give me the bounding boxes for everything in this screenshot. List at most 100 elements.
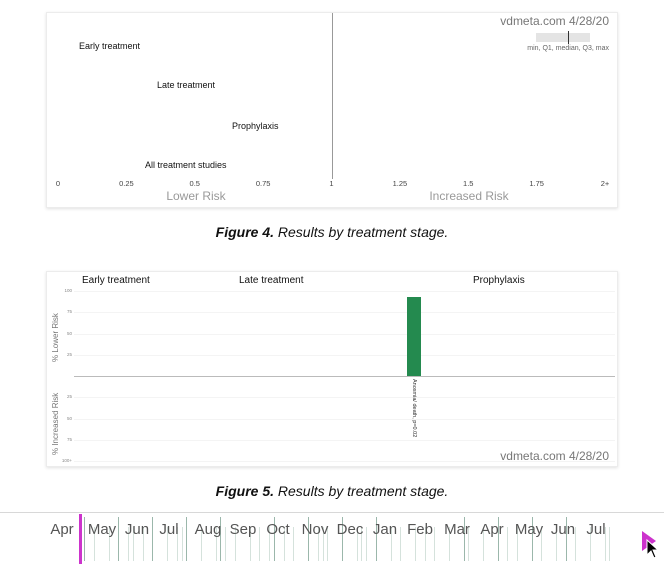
y-axis-label-lower: % Lower Risk bbox=[51, 313, 60, 362]
timeline-tick bbox=[483, 527, 484, 561]
x-tick-label: 2+ bbox=[600, 179, 610, 188]
month-label: May bbox=[87, 521, 117, 538]
gridline bbox=[74, 291, 615, 292]
timeline-tick bbox=[167, 527, 168, 561]
timeline-tick bbox=[468, 527, 469, 561]
timeline-tick bbox=[293, 527, 294, 561]
bar bbox=[407, 296, 421, 376]
timeline-tick bbox=[327, 527, 328, 561]
timeline-tick bbox=[152, 517, 153, 561]
stage-header-prophylaxis: Prophylaxis bbox=[473, 275, 525, 286]
figure-5-caption-text: Results by treatment stage. bbox=[274, 483, 449, 499]
timeline-tick bbox=[250, 527, 251, 561]
month-label: Jul bbox=[586, 521, 606, 538]
figure-4-caption-label: Figure 4. bbox=[215, 224, 275, 240]
timeline-tick bbox=[415, 527, 416, 561]
month-label: Sep bbox=[229, 521, 257, 538]
timeline-tick bbox=[342, 517, 343, 561]
y-tick-label: 25 bbox=[66, 394, 72, 400]
month-label: Oct bbox=[266, 521, 290, 538]
timeline-tick bbox=[575, 527, 576, 561]
month-label: Jun bbox=[124, 521, 150, 538]
timeline-tick bbox=[361, 527, 362, 561]
timeline-scrubber[interactable]: Apr May Jun Jul Aug Sep Oct Nov Dec Jan Feb Mar Apr M… bbox=[0, 512, 664, 565]
timeline-tick bbox=[109, 527, 110, 561]
month-label: Aug bbox=[194, 521, 222, 538]
timeline-tick bbox=[532, 517, 533, 561]
x-tick-label: 1.25 bbox=[392, 179, 408, 188]
y-tick-label: 50 bbox=[66, 415, 72, 421]
timeline-tick bbox=[133, 527, 134, 561]
x-tick-label: 1.5 bbox=[463, 179, 474, 188]
month-label: Apr bbox=[480, 521, 504, 538]
x-tick-label: 0.25 bbox=[119, 179, 134, 188]
y-tick-label: 100+ bbox=[61, 458, 72, 463]
month-label: Feb bbox=[407, 521, 433, 538]
timeline-tick bbox=[323, 527, 324, 561]
bar-label: Anosmia/ death, p=0.02 bbox=[411, 379, 417, 438]
timeline-tick bbox=[143, 527, 144, 561]
month-label: Apr bbox=[50, 521, 74, 538]
timeline-current-position[interactable] bbox=[79, 514, 82, 564]
play-triangle-icon[interactable] bbox=[641, 530, 657, 552]
stage-header-early: Early treatment bbox=[82, 275, 150, 286]
timeline-tick bbox=[507, 527, 508, 561]
increased-risk-label: Increased Risk bbox=[429, 189, 509, 203]
month-label: Mar bbox=[444, 521, 470, 538]
gridline bbox=[74, 461, 615, 462]
timeline-tick bbox=[186, 517, 187, 561]
y-tick-label: 75 bbox=[66, 436, 72, 442]
timeline-tick bbox=[609, 527, 610, 561]
timeline-tick bbox=[605, 527, 606, 561]
timeline-tick bbox=[225, 527, 226, 561]
figure-5-chart: Early treatment Late treatment Prophylax… bbox=[46, 271, 618, 467]
gridline bbox=[74, 354, 615, 356]
timeline-tick bbox=[434, 527, 435, 561]
timeline-tick bbox=[220, 517, 221, 561]
category-label: Early treatment bbox=[79, 41, 141, 51]
timeline-tick bbox=[182, 527, 183, 561]
figure-4-chart: vdmeta.com 4/28/20 min, Q1, median, Q3, … bbox=[46, 12, 618, 208]
y-axis-label-increased: % Increased Risk bbox=[51, 392, 60, 455]
stage-header-late: Late treatment bbox=[239, 275, 304, 286]
month-label: Nov bbox=[301, 521, 329, 538]
month-label: Jun bbox=[550, 521, 576, 538]
timeline-tick bbox=[400, 527, 401, 561]
timeline-tick bbox=[94, 527, 95, 561]
risk-divider-line bbox=[332, 13, 333, 179]
legend-boxplot-icon bbox=[532, 31, 592, 44]
timeline-tick bbox=[84, 517, 85, 561]
figure-4-watermark: vdmeta.com 4/28/20 bbox=[500, 14, 609, 28]
month-label: May bbox=[514, 521, 544, 538]
timeline-tick bbox=[284, 527, 285, 561]
timeline-tick bbox=[566, 517, 567, 561]
timeline-tick bbox=[366, 527, 367, 561]
timeline-tick bbox=[556, 527, 557, 561]
month-label: Jul bbox=[159, 521, 179, 538]
timeline-tick bbox=[308, 517, 309, 561]
timeline-tick bbox=[177, 527, 178, 561]
zero-baseline bbox=[74, 376, 615, 377]
category-label: All treatment studies bbox=[145, 160, 227, 170]
figure-4-caption-text: Results by treatment stage. bbox=[274, 224, 449, 240]
y-tick-label: 25 bbox=[66, 351, 72, 357]
lower-risk-label: Lower Risk bbox=[166, 189, 226, 203]
timeline-tick bbox=[274, 517, 275, 561]
gridline bbox=[74, 418, 615, 420]
y-tick-label: 100 bbox=[64, 288, 72, 293]
x-tick-label: 0 bbox=[55, 179, 61, 188]
timeline-tick bbox=[449, 527, 450, 561]
category-label: Prophylaxis bbox=[232, 121, 279, 131]
x-tick-label: 0.5 bbox=[189, 179, 200, 188]
timeline-tick bbox=[376, 517, 377, 561]
timeline-tick bbox=[590, 527, 591, 561]
timeline-tick bbox=[425, 527, 426, 561]
month-label: Dec bbox=[336, 521, 364, 538]
timeline-tick bbox=[517, 527, 518, 561]
figure-5-caption: Figure 5. Results by treatment stage. bbox=[0, 483, 664, 499]
gridline bbox=[74, 312, 615, 314]
timeline-tick bbox=[235, 527, 236, 561]
category-label: Late treatment bbox=[157, 80, 216, 90]
y-tick-label: 75 bbox=[66, 309, 72, 315]
timeline-tick bbox=[201, 527, 202, 561]
